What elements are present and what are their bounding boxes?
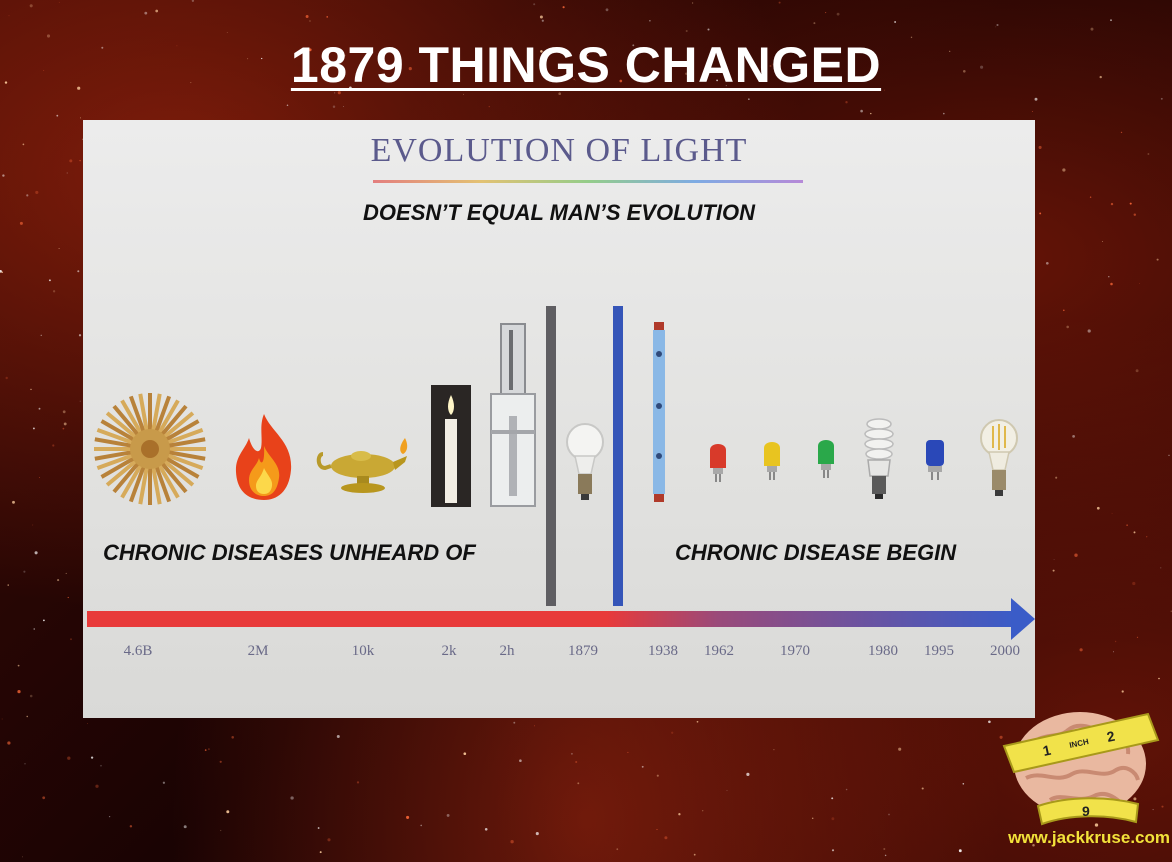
tape-mark-9: 9 (1082, 803, 1090, 819)
timeline-tick-7: 1962 (704, 643, 734, 659)
timeline-tick-10: 1995 (924, 643, 954, 659)
tape-mark-inch: INCH (1069, 737, 1090, 750)
green-led-icon (818, 440, 834, 478)
fluorescent-tube-icon (653, 322, 665, 502)
timeline-tick-8: 1970 (780, 643, 810, 659)
fire-icon (235, 414, 292, 500)
slide-title: 1879 THINGS CHANGED (290, 37, 882, 93)
figure-subtitle: DOESN’T EQUAL MAN’S EVOLUTION (363, 200, 755, 225)
timeline-tick-5: 1879 (568, 643, 598, 659)
timeline-arrow (87, 598, 1035, 640)
yellow-led-icon (764, 442, 780, 480)
led-filament-bulb-icon (980, 419, 1018, 496)
divider-line-1879 (613, 306, 623, 606)
timeline-tick-4: 2h (499, 643, 515, 659)
sun-icon (94, 393, 206, 505)
jackkruse-logo: 1 2 INCH 9 (998, 700, 1162, 828)
red-led-icon (710, 444, 726, 482)
timeline-tick-3: 2k (441, 643, 457, 659)
timeline-tick-1: 2M (247, 643, 269, 659)
incandescent-bulb-icon (566, 423, 604, 500)
website-url: www.jackkruse.com (1008, 828, 1170, 847)
tape-mark-2: 2 (1105, 728, 1116, 745)
rainbow-line (373, 180, 803, 183)
timeline-tick-0: 4.6B (123, 643, 153, 659)
caption-right: CHRONIC DISEASE BEGIN (675, 540, 957, 565)
divider-line-gray (546, 306, 556, 606)
timeline-tick-2: 10k (351, 643, 375, 659)
oil-lamp-icon (316, 438, 408, 493)
timeline-tick-9: 1980 (868, 643, 898, 659)
timeline-tick-11: 2000 (990, 643, 1020, 659)
blue-led-icon (926, 440, 944, 480)
candle-icon (431, 385, 471, 507)
figure-title: EVOLUTION OF LIGHT (370, 132, 748, 169)
tape-mark-1: 1 (1041, 742, 1052, 759)
brain-tape-logo-icon: 1 2 INCH 9 (1002, 712, 1160, 826)
evolution-of-light-figure: EVOLUTION OF LIGHT DOESN’T EQUAL MAN’S E… (83, 120, 1035, 718)
timeline-tick-6: 1938 (648, 643, 678, 659)
gas-lamp-icon (490, 323, 536, 507)
cfl-bulb-icon (864, 418, 894, 499)
caption-left: CHRONIC DISEASES UNHEARD OF (103, 540, 476, 565)
